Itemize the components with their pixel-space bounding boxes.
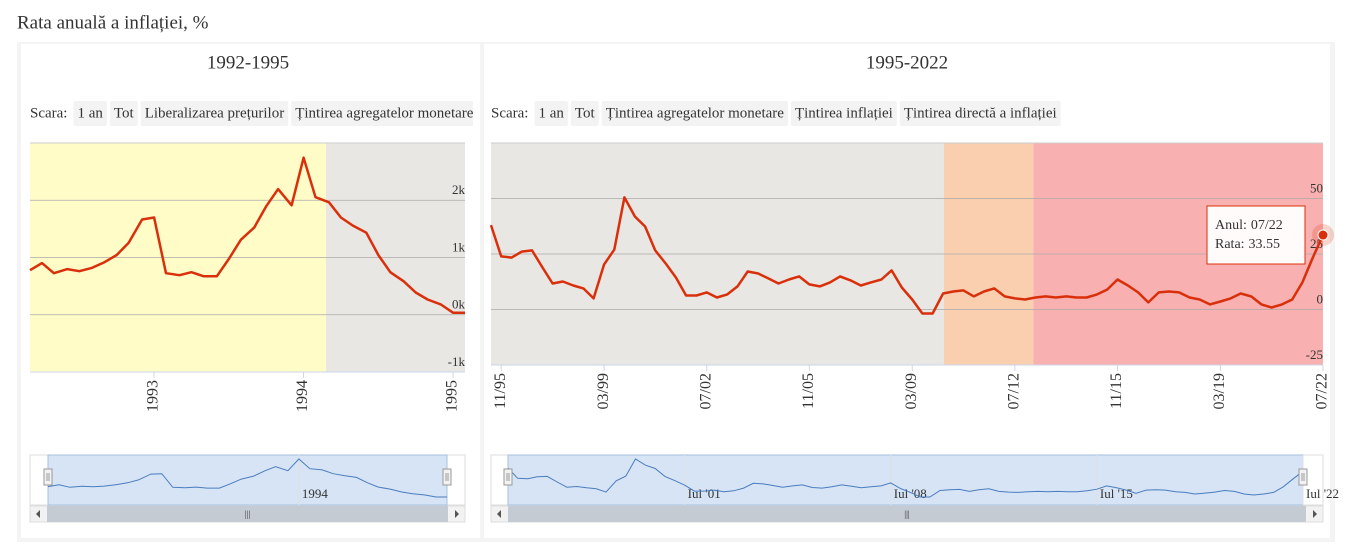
navigator-handle[interactable] bbox=[43, 468, 53, 486]
y-tick-label: 50 bbox=[1310, 180, 1323, 195]
button-bg bbox=[140, 101, 289, 126]
button-bg bbox=[570, 101, 599, 126]
x-tick-label: 11/95 bbox=[492, 373, 509, 409]
chart-title: 1995-2022 bbox=[866, 52, 948, 73]
button-bg bbox=[601, 101, 788, 126]
range-selector: Scara: 1 an Tot Liberalizarea prețurilor Țin… bbox=[30, 101, 477, 126]
tooltip-line: Rata: 33.55 bbox=[1215, 237, 1280, 252]
button-label[interactable]: 1 an bbox=[538, 105, 564, 121]
navigator-selection bbox=[507, 454, 1304, 506]
navigator-handle[interactable] bbox=[503, 468, 513, 486]
navigator-selection bbox=[47, 454, 448, 506]
scrollbar-grip: ||| bbox=[245, 509, 251, 519]
tooltip-line: Anul: 07/22 bbox=[1215, 218, 1283, 233]
navigator-label: Iul '08 bbox=[894, 486, 927, 501]
x-tick-label: 03/99 bbox=[595, 373, 612, 409]
x-tick-label: 07/12 bbox=[1006, 373, 1023, 409]
y-tick-label: -1k bbox=[448, 354, 466, 369]
range-button[interactable]: Tot bbox=[109, 101, 138, 126]
x-tick-label: 1994 bbox=[294, 380, 311, 412]
scroll-arrow[interactable] bbox=[455, 510, 459, 518]
button-bg bbox=[899, 101, 1061, 126]
x-tick-label: 11/05 bbox=[800, 373, 817, 409]
navigator-handle[interactable] bbox=[1298, 468, 1308, 486]
scroll-arrow[interactable] bbox=[497, 510, 501, 518]
x-tick-label: 07/02 bbox=[697, 373, 714, 409]
button-bg bbox=[73, 101, 107, 126]
navigator-label: Iul '22 bbox=[1306, 486, 1339, 501]
data-line bbox=[29, 156, 465, 314]
y-tick-label: 0k bbox=[452, 297, 466, 312]
range-button[interactable]: 1 an bbox=[73, 101, 107, 126]
navigator-handle[interactable] bbox=[442, 468, 452, 486]
x-tick-label: 03/19 bbox=[1211, 373, 1228, 409]
button-label[interactable]: 1 an bbox=[77, 105, 103, 121]
button-bg bbox=[534, 101, 568, 126]
range-label: Scara: bbox=[491, 105, 528, 121]
navigator-line bbox=[507, 458, 1304, 498]
navigator-line bbox=[47, 458, 447, 498]
y-tick-label: -25 bbox=[1306, 347, 1323, 362]
scrollbar-grip: ||| bbox=[904, 509, 910, 519]
scroll-arrow[interactable] bbox=[1313, 510, 1317, 518]
range-button[interactable]: Țintirea directă a inflației bbox=[899, 101, 1061, 126]
range-selector: Scara: 1 an Tot Țintirea agregatelor moneta… bbox=[491, 101, 1061, 126]
button-label[interactable]: Țintirea agregatelor monetare bbox=[295, 105, 474, 121]
range-button[interactable]: Tot bbox=[570, 101, 599, 126]
y-tick-label: 2k bbox=[452, 182, 466, 197]
button-bg bbox=[291, 101, 473, 126]
range-label: Scara: bbox=[30, 105, 67, 121]
button-label[interactable]: Țintirea directă a inflației bbox=[904, 105, 1057, 121]
page-title: Rata anuală a inflației, % bbox=[17, 12, 209, 33]
x-tick-label: 11/15 bbox=[1108, 373, 1125, 409]
range-button[interactable]: Liberalizarea prețurilor bbox=[140, 101, 289, 126]
navigator-label: Iul '01 bbox=[688, 486, 721, 501]
button-bg bbox=[790, 101, 897, 126]
button-label[interactable]: Tot bbox=[575, 105, 596, 121]
scroll-arrow[interactable] bbox=[36, 510, 40, 518]
button-label[interactable]: Tot bbox=[114, 105, 135, 121]
chart-title: 1992-1995 bbox=[207, 52, 289, 73]
scrollbar-thumb[interactable] bbox=[47, 506, 448, 522]
tooltip-value: 33.55 bbox=[1249, 237, 1281, 252]
range-button[interactable]: Țintirea inflației bbox=[790, 101, 897, 126]
range-button[interactable]: 1 an bbox=[534, 101, 568, 126]
x-tick-label: 1993 bbox=[145, 380, 162, 412]
navigator-label: 1994 bbox=[302, 486, 329, 501]
hover-point bbox=[1317, 229, 1329, 241]
scrollbar-thumb[interactable] bbox=[508, 506, 1306, 522]
x-tick-label: 03/09 bbox=[903, 373, 920, 409]
button-label[interactable]: Țintirea inflației bbox=[795, 105, 893, 121]
tooltip: Anul: 07/22 Rata: 33.55 bbox=[1206, 205, 1306, 265]
y-tick-label: 0 bbox=[1317, 291, 1324, 306]
y-tick-label: 1k bbox=[452, 239, 466, 254]
button-label[interactable]: Liberalizarea prețurilor bbox=[145, 105, 285, 121]
tooltip-label: Anul: bbox=[1215, 218, 1247, 233]
tooltip-value: 07/22 bbox=[1251, 218, 1283, 233]
range-button[interactable]: Țintirea agregatelor monetare bbox=[601, 101, 788, 126]
range-button[interactable]: Țintirea agregatelor monetare bbox=[291, 101, 477, 126]
tooltip-box bbox=[1206, 205, 1306, 265]
x-tick-label: 07/22 bbox=[1314, 373, 1331, 409]
button-label[interactable]: Țintirea agregatelor monetare bbox=[606, 105, 785, 121]
data-line bbox=[489, 196, 1325, 315]
tooltip-label: Rata: bbox=[1215, 237, 1245, 252]
button-bg bbox=[109, 101, 138, 126]
x-tick-label: 1995 bbox=[444, 380, 461, 412]
